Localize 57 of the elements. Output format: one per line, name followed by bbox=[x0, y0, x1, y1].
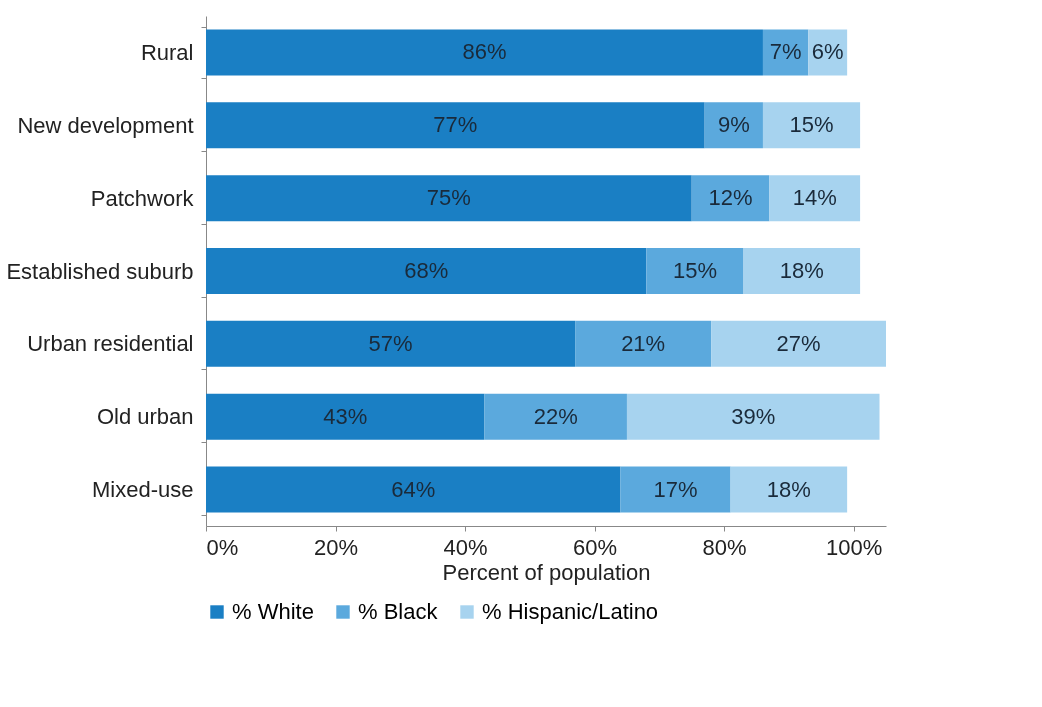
bar bbox=[206, 29, 763, 76]
y-tick-label: New development bbox=[17, 112, 194, 138]
data-label: 22% bbox=[533, 403, 578, 429]
data-label: 18% bbox=[779, 258, 824, 283]
data-label: 18% bbox=[766, 476, 811, 502]
bar bbox=[743, 248, 861, 294]
data-label: 21% bbox=[621, 330, 666, 356]
legend-label: % Black bbox=[358, 599, 439, 624]
data-label: 17% bbox=[653, 476, 698, 502]
x-tick-label: 60% bbox=[573, 534, 618, 560]
legend-label: % Hispanic/Latino bbox=[482, 599, 659, 624]
y-tick-label: Rural bbox=[140, 39, 194, 65]
bar bbox=[646, 248, 744, 294]
bar bbox=[206, 175, 692, 222]
data-label: 86% bbox=[462, 39, 507, 65]
bar bbox=[484, 393, 627, 440]
bar bbox=[206, 320, 576, 367]
bar bbox=[762, 102, 861, 149]
bar bbox=[575, 320, 712, 367]
bar bbox=[704, 102, 763, 149]
x-axis-title: Percent of population bbox=[442, 559, 651, 585]
data-label: 15% bbox=[672, 258, 717, 283]
x-tick-label: 40% bbox=[443, 534, 488, 560]
data-label: 77% bbox=[433, 112, 478, 138]
data-label: 57% bbox=[368, 330, 413, 356]
legend-label: % White bbox=[232, 599, 314, 624]
data-label: 6% bbox=[811, 39, 844, 65]
x-tick-label: 80% bbox=[702, 534, 747, 560]
y-tick-label: Patchwork bbox=[90, 185, 195, 211]
x-tick-label: 20% bbox=[314, 534, 359, 560]
data-label: 75% bbox=[426, 185, 471, 211]
bar bbox=[691, 175, 770, 222]
x-tick-label: 100% bbox=[825, 534, 883, 560]
y-tick-label: Mixed-use bbox=[92, 477, 194, 503]
bar bbox=[626, 393, 880, 440]
data-label: 14% bbox=[792, 185, 837, 211]
data-label: 12% bbox=[708, 185, 753, 211]
data-label: 27% bbox=[776, 330, 821, 356]
data-label: 39% bbox=[731, 403, 776, 429]
bar bbox=[206, 393, 485, 440]
bar bbox=[206, 248, 647, 294]
bar bbox=[769, 175, 861, 222]
data-label: 64% bbox=[391, 476, 436, 502]
y-tick-label: Established suburb bbox=[6, 258, 194, 284]
data-label: 9% bbox=[717, 112, 750, 138]
bar bbox=[620, 466, 731, 513]
data-label: 15% bbox=[789, 112, 834, 138]
x-tick-label: 0% bbox=[206, 534, 239, 560]
data-label: 68% bbox=[404, 258, 449, 283]
bar bbox=[730, 466, 848, 513]
bar bbox=[711, 320, 886, 367]
bar bbox=[206, 102, 705, 149]
y-tick-label: Old urban bbox=[96, 404, 194, 430]
data-label: 7% bbox=[769, 39, 802, 65]
y-tick-label: Urban residential bbox=[27, 331, 194, 357]
bar bbox=[206, 466, 621, 513]
data-label: 43% bbox=[323, 403, 368, 429]
